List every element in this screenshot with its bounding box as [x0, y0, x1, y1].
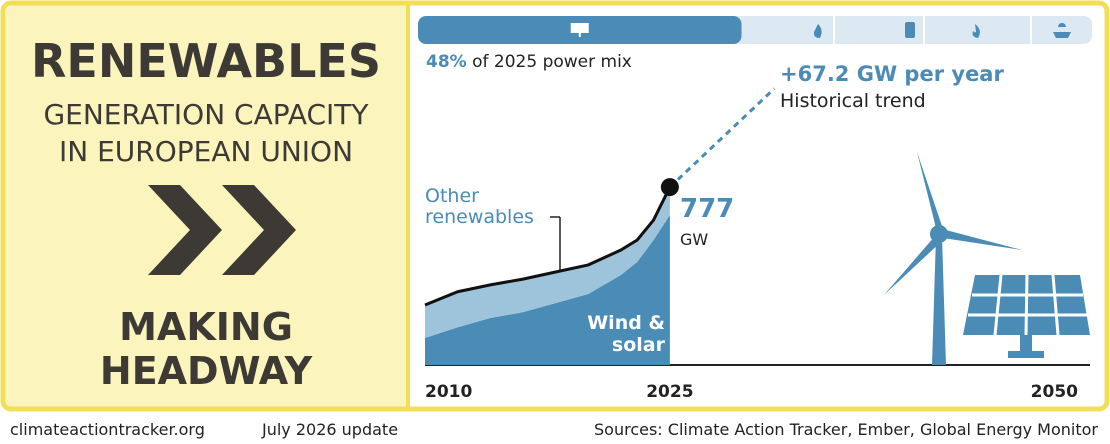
trend-text: Historical trend	[780, 90, 926, 112]
legend-other: Other renewables	[425, 185, 534, 228]
mix-dividers	[833, 16, 1032, 44]
power-mix: 48% of 2025 power mix	[426, 52, 632, 72]
solar-icon	[570, 23, 589, 37]
left-panel	[6, 5, 408, 407]
x-tick-label: 2050	[1031, 382, 1078, 402]
total-line	[424, 186, 672, 307]
mix-share: 48%	[426, 52, 467, 72]
trend-label: +67.2 GW per year	[780, 62, 1004, 86]
legend-wind-solar: Wind & solar	[587, 312, 665, 356]
end-point	[660, 178, 679, 197]
area	[425, 187, 670, 338]
status: MAKING HEADWAY	[99, 305, 313, 393]
solar-panel	[963, 274, 1090, 358]
x-tick-label: 2025	[646, 382, 693, 402]
wind-turbine	[884, 152, 1022, 365]
mix-text: of 2025 power mix	[472, 52, 632, 72]
end-unit: GW	[680, 230, 709, 249]
area	[425, 215, 670, 365]
trend-line	[668, 87, 776, 189]
x-tick-label: 2010	[425, 382, 472, 402]
footer-site: climateactiontracker.org	[10, 420, 205, 439]
footer-update: July 2026 update	[262, 420, 399, 439]
end-value: 777	[680, 194, 735, 224]
footer-sources: Sources: Climate Action Tracker, Ember, …	[594, 420, 1098, 439]
subtitle: GENERATION CAPACITY IN EUROPEAN UNION	[43, 98, 369, 168]
mix-icons	[813, 22, 1071, 38]
title: RENEWABLES	[31, 34, 381, 88]
chevrons	[148, 185, 296, 275]
